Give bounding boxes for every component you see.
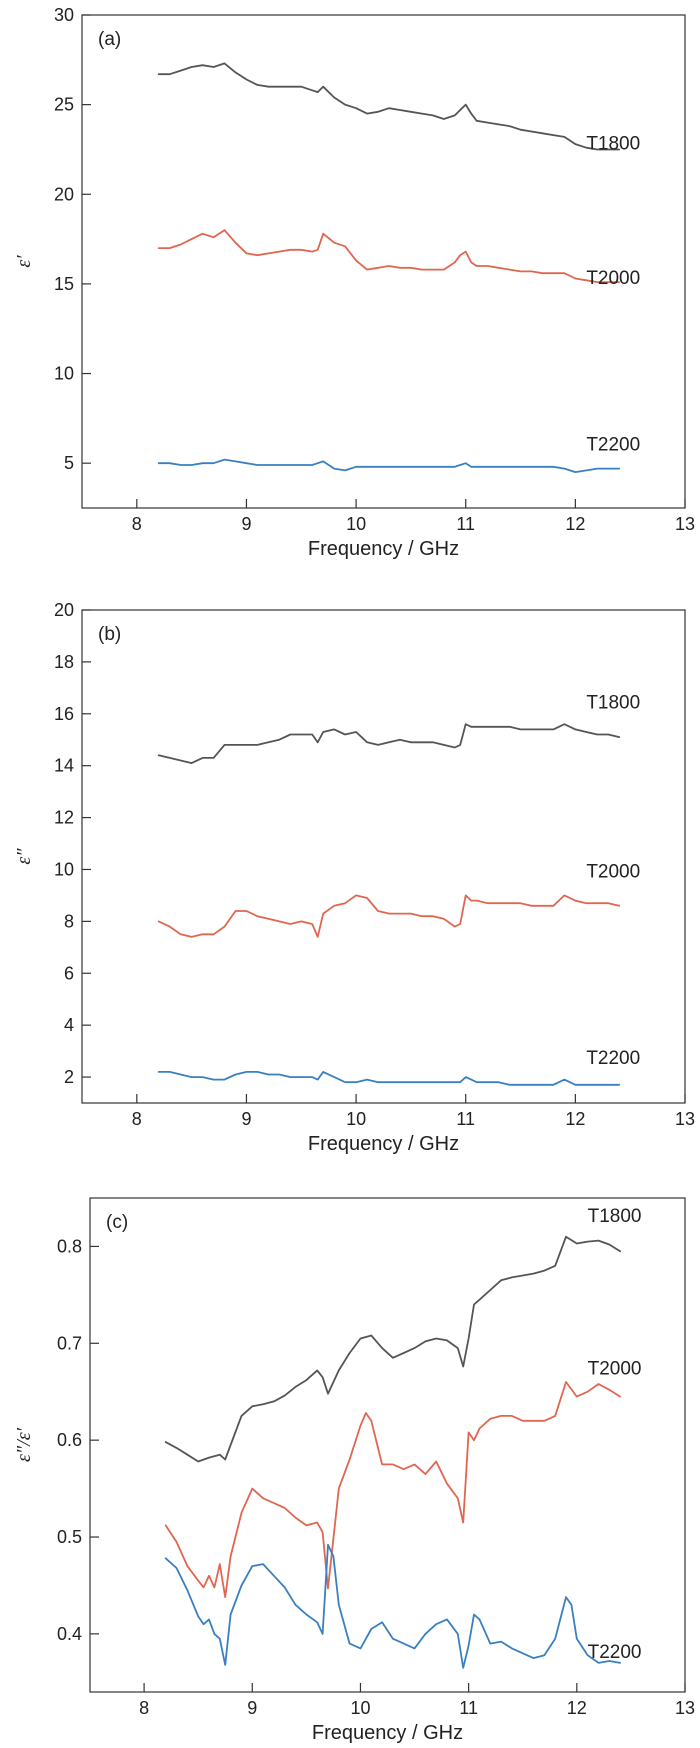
x-axis-label: Frequency / GHz [312, 1722, 463, 1744]
x-tick-label: 13 [675, 514, 695, 534]
chart-panel-1: 8 9 10 11 12 13 5 10 15 20 25 30 Frequency / GHz ε′ (a… [13, 5, 695, 560]
y-tick-label: 15 [54, 274, 74, 294]
y-tick-label: 16 [54, 704, 74, 724]
y-tick-label: 5 [64, 453, 74, 473]
y-tick-label: 10 [54, 364, 74, 384]
y-tick-label: 0.5 [57, 1527, 82, 1547]
x-tick-label: 9 [247, 1698, 257, 1718]
series-label-t2000: T2000 [588, 1358, 642, 1379]
y-tick-label: 6 [64, 963, 74, 983]
plot-frame [81, 609, 686, 1104]
y-tick-label: 0.8 [57, 1236, 82, 1256]
x-tick-label: 9 [241, 1109, 251, 1129]
y-tick-label: 0.6 [57, 1430, 82, 1450]
y-tick-label: 14 [54, 756, 74, 776]
y-tick-label: 10 [54, 859, 74, 879]
x-tick-label: 11 [456, 514, 475, 534]
y-tick-label: 0.7 [57, 1333, 82, 1353]
x-tick-label: 12 [565, 514, 585, 534]
plot-frame [81, 14, 686, 509]
y-tick-label: 12 [54, 808, 74, 828]
series-line-t2200 [157, 1071, 621, 1086]
panel-label: (b) [98, 624, 121, 645]
x-tick-label: 12 [567, 1698, 587, 1718]
x-tick-label: 13 [675, 1109, 695, 1129]
panel-label: (c) [106, 1212, 128, 1233]
series-label-t2200: T2200 [586, 435, 640, 456]
x-axis-label: Frequency / GHz [308, 538, 459, 560]
y-axis-label: ε″/ε′ [13, 1427, 35, 1462]
x-axis-label: Frequency / GHz [308, 1133, 459, 1155]
panel-label: (a) [98, 29, 121, 50]
series-line-t2000 [157, 229, 621, 284]
series-line-t2200 [157, 458, 621, 474]
x-tick-label: 8 [132, 1109, 142, 1129]
plot-frame [89, 1197, 686, 1693]
series-line-t1800 [157, 723, 621, 764]
y-tick-label: 25 [54, 95, 74, 115]
series-label-t1800: T1800 [586, 133, 640, 154]
y-tick-label: 18 [54, 652, 74, 672]
y-tick-label: 2 [64, 1067, 74, 1087]
y-tick-label: 0.4 [57, 1624, 82, 1644]
y-tick-label: 20 [54, 184, 74, 204]
series-label-t2000: T2000 [586, 268, 640, 289]
x-tick-label: 9 [241, 514, 251, 534]
x-tick-label: 10 [350, 1698, 370, 1718]
y-tick-label: 4 [64, 1015, 74, 1035]
series-line-t1800 [157, 62, 621, 151]
series-line-t1800 [164, 1235, 621, 1463]
x-tick-label: 11 [456, 1109, 475, 1129]
x-tick-label: 13 [675, 1698, 695, 1718]
x-tick-label: 8 [139, 1698, 149, 1718]
series-label-t2000: T2000 [586, 861, 640, 882]
y-tick-label: 8 [64, 911, 74, 931]
y-axis-label: ε″ [13, 848, 35, 865]
series-label-t1800: T1800 [586, 693, 640, 714]
series-label-t2200: T2200 [586, 1048, 640, 1069]
series-line-t2200 [164, 1543, 621, 1669]
chart-panel-2: 8 9 10 11 12 13 2 4 6 8 10 12 14 16 18 20 Frequency / GH… [13, 600, 695, 1155]
y-tick-label: 30 [54, 5, 74, 25]
x-tick-label: 8 [132, 514, 142, 534]
series-label-t1800: T1800 [588, 1206, 642, 1227]
chart-panel-3: 8 9 10 11 12 13 0.4 0.5 0.6 0.7 0.8 Frequency / GHz… [13, 1197, 695, 1744]
y-tick-label: 20 [54, 600, 74, 620]
series-line-t2000 [157, 894, 621, 938]
x-tick-label: 10 [346, 1109, 366, 1129]
series-label-t2200: T2200 [588, 1642, 642, 1663]
x-tick-label: 12 [565, 1109, 585, 1129]
x-tick-label: 11 [459, 1698, 478, 1718]
x-tick-label: 10 [346, 514, 366, 534]
y-axis-label: ε′ [13, 255, 35, 268]
series-line-t2000 [164, 1381, 621, 1598]
